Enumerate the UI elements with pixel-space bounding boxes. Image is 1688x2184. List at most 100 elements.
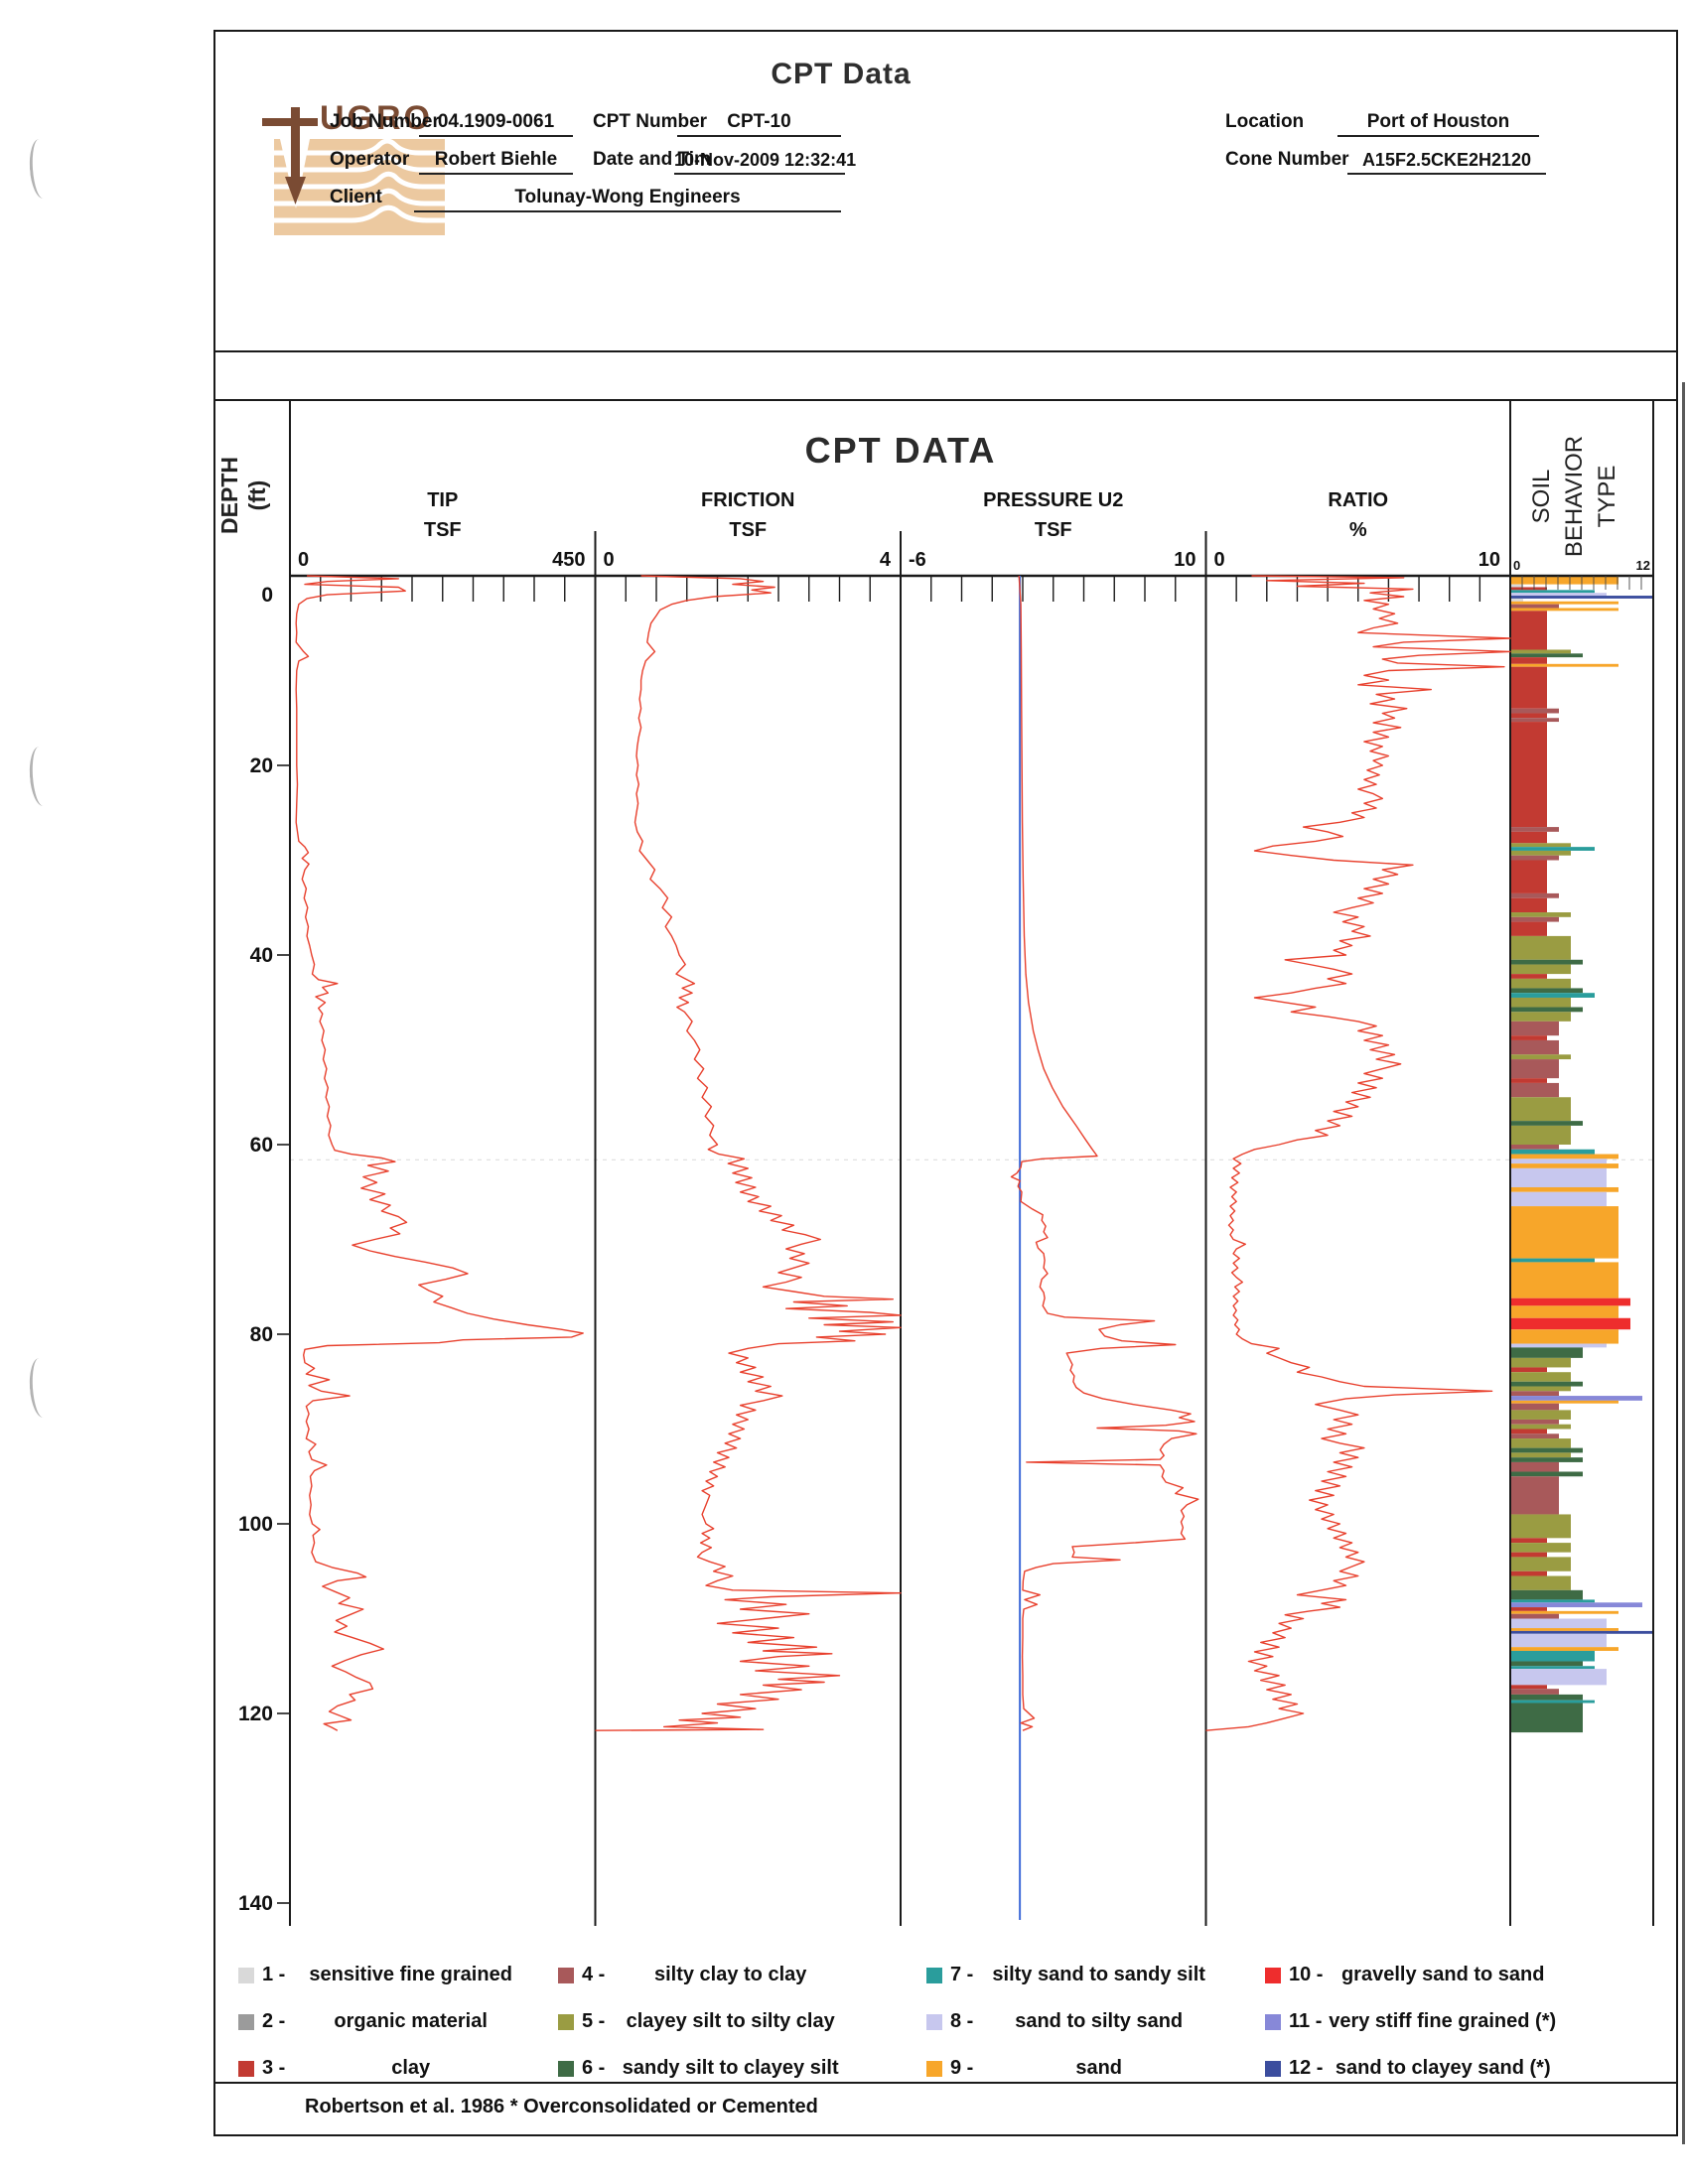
- sbt-bar: [1511, 1163, 1618, 1168]
- sbt-bar: [1511, 1557, 1571, 1571]
- sbt-bar: [1511, 1159, 1607, 1164]
- sbt-bar: [1511, 1694, 1583, 1701]
- sbt-bar: [1511, 860, 1547, 893]
- sbt-bar: [1511, 1381, 1583, 1387]
- sbt-bar: [1511, 843, 1571, 848]
- panel-title: FRICTION: [701, 489, 794, 511]
- sbt-bar: [1511, 1429, 1547, 1434]
- tip-trace: [295, 575, 584, 1731]
- sbt-bar: [1511, 1078, 1547, 1083]
- date-time-value: 10-Nov-2009 12:32:41: [674, 150, 856, 175]
- sbt-bar: [1511, 596, 1654, 599]
- sbt-bar: [1511, 1357, 1571, 1368]
- legend-label: sand to silty sand: [1015, 2010, 1184, 2032]
- legend-number: 10 -: [1289, 1964, 1324, 1985]
- logo-text: UGRO: [320, 99, 433, 137]
- job-number-label: Job Number: [330, 111, 440, 132]
- legend-item: 1 - sensitive fine grained: [238, 1964, 536, 1986]
- legend-label: sensitive fine grained: [309, 1964, 512, 1985]
- sbt-bar: [1511, 1661, 1583, 1667]
- legend-item: 8 - sand to silty sand: [926, 2010, 1224, 2033]
- legend-footnote: Robertson et al. 1986 * Overconsolidated…: [305, 2096, 818, 2117]
- legend-number: 3 -: [262, 2057, 286, 2079]
- legend-number: 11 -: [1289, 2010, 1323, 2032]
- sbt-bar: [1511, 1433, 1559, 1439]
- sbt-bar: [1511, 1633, 1607, 1648]
- sbt-bar: [1511, 1570, 1547, 1576]
- ratio-trace: [1205, 575, 1511, 1731]
- sbt-bar: [1511, 649, 1571, 654]
- sbt-bar: [1511, 1538, 1547, 1544]
- sbt-bar: [1511, 587, 1547, 591]
- panel-min: 0: [298, 549, 309, 571]
- panel-title: PRESSURE U2: [983, 489, 1123, 511]
- sbt-bar: [1511, 974, 1547, 979]
- fugro-logo: UGRO: [260, 91, 451, 240]
- sbt-bar: [1511, 1012, 1571, 1022]
- sbt-bar: [1511, 1403, 1559, 1411]
- sbt-bar: [1511, 1689, 1559, 1695]
- legend-item: 10 - gravelly sand to sand: [1265, 1964, 1563, 1986]
- scan-page-edge: [1682, 382, 1685, 2144]
- sbt-bar: [1511, 1599, 1595, 1603]
- sbt-bar: [1511, 1630, 1654, 1634]
- sbt-bar: [1511, 1618, 1607, 1629]
- date-time-label: Date and Tim: [593, 149, 711, 170]
- sbt-bar: [1511, 1258, 1595, 1263]
- legend-item: 2 - organic material: [238, 2010, 536, 2033]
- client-label: Client: [330, 187, 382, 207]
- sbt-bar: [1511, 1297, 1630, 1306]
- panel-min: -6: [909, 549, 926, 571]
- sbt-bar: [1511, 663, 1618, 667]
- soil-type-legend: 1 - sensitive fine grained 2 - organic mate…: [215, 1926, 1676, 2084]
- legend-swatch: [1265, 1967, 1281, 1983]
- legend-number: 5 -: [582, 2010, 606, 2032]
- legend-label: sandy silt to clayey silt: [622, 2057, 839, 2079]
- legend-number: 12 -: [1289, 2057, 1324, 2079]
- legend-item: 7 - silty sand to sandy silt: [926, 1964, 1224, 1986]
- panel-unit: %: [1349, 519, 1367, 541]
- depth-tick-label: 120: [238, 1703, 273, 1725]
- sbt-bar: [1511, 1410, 1571, 1420]
- sbt-bar: [1511, 1145, 1559, 1150]
- sbt-axis-label: SOIL: [1528, 470, 1555, 524]
- legend-swatch: [238, 2013, 254, 2030]
- sbt-bar: [1511, 1543, 1571, 1553]
- legend-swatch: [1265, 2013, 1281, 2030]
- depth-tick-label: 100: [238, 1513, 273, 1536]
- sbt-bar: [1511, 993, 1595, 998]
- sbt-min-label: 0: [1513, 558, 1520, 573]
- scan-artifact: [27, 746, 52, 807]
- sbt-bar: [1511, 988, 1583, 994]
- legend-item: 3 - clay: [238, 2057, 536, 2080]
- report-footer: Robertson et al. 1986 * Overconsolidated…: [215, 2084, 1676, 2134]
- sbt-bar: [1511, 1669, 1607, 1686]
- sbt-bar: [1511, 1367, 1547, 1373]
- location-value: Port of Houston: [1337, 111, 1539, 137]
- panel-unit: TSF: [729, 519, 767, 541]
- sbt-bar: [1511, 897, 1547, 913]
- sbt-bar: [1511, 1154, 1618, 1160]
- sbt-bar: [1511, 1007, 1583, 1013]
- legend-label: silty clay to clay: [653, 1964, 807, 1985]
- legend-swatch: [926, 2060, 942, 2077]
- sbt-bar: [1511, 1149, 1595, 1155]
- sbt-bar: [1511, 855, 1559, 861]
- depth-axis-label: DEPTH: [216, 457, 242, 534]
- legend-swatch: [558, 2060, 574, 2077]
- sbt-bar: [1511, 1650, 1595, 1662]
- sbt-axis-label: TYPE: [1594, 466, 1620, 528]
- operator-label: Operator: [330, 149, 410, 170]
- sbt-bar: [1511, 1059, 1559, 1079]
- sbt-bar: [1511, 1167, 1607, 1187]
- legend-item: 12 - sand to clayey sand (*): [1265, 2057, 1563, 2080]
- sbt-bar: [1511, 1589, 1583, 1600]
- sbt-bar: [1511, 608, 1618, 612]
- sbt-bar: [1511, 916, 1559, 922]
- legend-label: organic material: [334, 2010, 488, 2032]
- sbt-bar: [1511, 598, 1523, 602]
- cpt-number-label: CPT Number: [593, 111, 708, 132]
- depth-tick-label: 140: [238, 1892, 273, 1915]
- depth-tick-label: 80: [250, 1323, 273, 1346]
- legend-number: 2 -: [262, 2010, 286, 2032]
